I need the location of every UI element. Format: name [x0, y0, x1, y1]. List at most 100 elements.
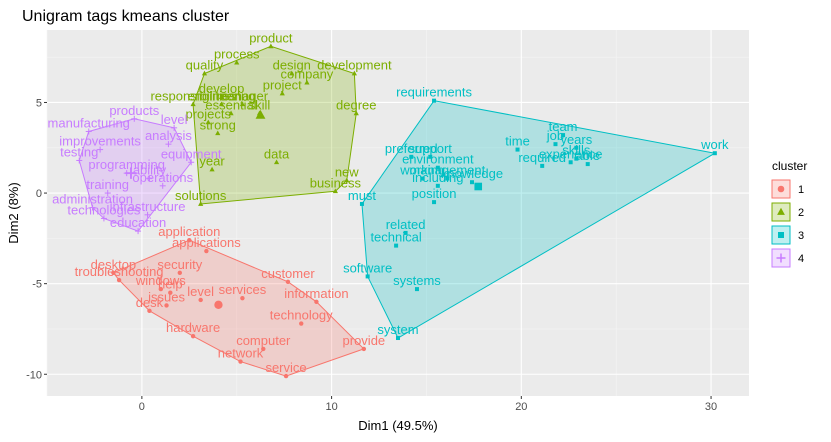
legend-label-2: 2 — [798, 207, 804, 219]
point-label: services — [219, 282, 267, 297]
point-marker — [215, 130, 221, 136]
y-tick-label: 5 — [36, 97, 42, 109]
point-label: time — [505, 134, 530, 149]
point-label: environment — [402, 152, 474, 167]
point-label: programming — [88, 157, 165, 172]
legend-label-4: 4 — [798, 253, 804, 265]
point-marker — [261, 346, 266, 352]
point-marker — [187, 237, 192, 243]
y-tick-label: -5 — [32, 279, 42, 291]
point-label: responsibilities — [150, 88, 236, 103]
y-tick-label: 0 — [36, 188, 42, 200]
cluster-hull-3 — [361, 100, 717, 339]
point-marker — [344, 177, 350, 183]
point-label: systems — [393, 273, 441, 288]
point-marker — [515, 147, 520, 152]
point-label: degree — [336, 97, 376, 112]
point-marker — [585, 162, 590, 167]
point-label: product — [249, 30, 293, 45]
point-label: data — [264, 146, 290, 161]
point-label: new — [335, 164, 359, 179]
point-marker — [89, 204, 96, 211]
point-label: network — [218, 346, 264, 361]
point-marker — [435, 165, 440, 170]
chart-title: Unigram tags kmeans cluster — [22, 8, 230, 25]
point-marker — [285, 279, 291, 285]
point-marker — [435, 183, 440, 188]
point-marker — [712, 151, 717, 156]
point-marker — [445, 176, 450, 181]
point-marker — [553, 142, 558, 147]
point-marker — [165, 141, 172, 148]
point-marker — [238, 359, 243, 364]
point-label: requirements — [396, 85, 472, 100]
point-label: education — [110, 215, 166, 230]
point-label: engineering — [188, 88, 256, 103]
point-label: training — [86, 177, 129, 192]
y-axis-title: Dim2 (8%) — [6, 182, 21, 243]
point-marker — [273, 159, 280, 165]
point-label: information — [284, 286, 348, 301]
point-marker — [361, 346, 367, 352]
point-label: develop — [199, 81, 245, 96]
point-marker — [239, 101, 246, 107]
point-marker — [414, 287, 419, 292]
point-marker — [268, 43, 274, 49]
point-label: analysis — [145, 128, 192, 143]
y-tick-label: -10 — [26, 369, 42, 381]
point-marker — [299, 321, 304, 326]
point-marker — [777, 185, 785, 193]
point-marker — [116, 277, 122, 283]
point-label: operations — [132, 170, 193, 185]
x-axis-title: Dim1 (49.5%) — [358, 418, 437, 433]
point-marker — [432, 98, 437, 103]
point-marker — [394, 243, 399, 248]
point-label: security — [157, 257, 202, 272]
point-label: ability — [133, 163, 167, 178]
point-label: management — [409, 163, 485, 178]
x-tick-label: 30 — [705, 401, 717, 413]
point-marker — [131, 115, 138, 122]
point-label: manufacturing — [48, 115, 130, 130]
point-marker — [332, 188, 338, 194]
point-label: level — [187, 284, 214, 299]
point-label: project — [263, 77, 302, 92]
point-marker — [188, 159, 195, 166]
point-label: service — [265, 360, 306, 375]
point-marker — [365, 274, 370, 279]
point-label: work — [700, 137, 729, 152]
point-label: including — [412, 170, 463, 185]
point-marker — [85, 128, 92, 135]
point-label: year — [199, 154, 225, 169]
point-label: design — [273, 57, 311, 72]
point-label: technologies — [67, 202, 140, 217]
plot-panel — [47, 30, 749, 396]
point-marker — [540, 163, 545, 168]
point-label: related — [386, 217, 426, 232]
point-label: hardware — [166, 320, 220, 335]
point-label: desk — [136, 295, 164, 310]
cluster-center-3 — [474, 182, 483, 191]
point-marker — [190, 101, 196, 107]
point-label: testing — [60, 144, 98, 159]
point-label: software — [343, 260, 392, 275]
point-label: applications — [172, 235, 241, 250]
point-label: troubleshooting — [75, 264, 164, 279]
point-marker — [314, 299, 319, 304]
point-marker — [205, 119, 211, 125]
point-marker — [171, 124, 178, 131]
point-marker — [432, 200, 437, 205]
point-label: customer — [261, 266, 315, 281]
point-label: help — [158, 277, 183, 292]
point-marker — [198, 297, 203, 303]
point-label: quality — [186, 57, 224, 72]
point-label: windows — [135, 273, 186, 288]
point-label: technical — [370, 230, 421, 245]
point-marker — [201, 70, 208, 76]
point-marker — [289, 70, 295, 76]
point-marker — [353, 110, 359, 116]
point-marker — [351, 70, 357, 76]
point-marker — [396, 336, 400, 341]
